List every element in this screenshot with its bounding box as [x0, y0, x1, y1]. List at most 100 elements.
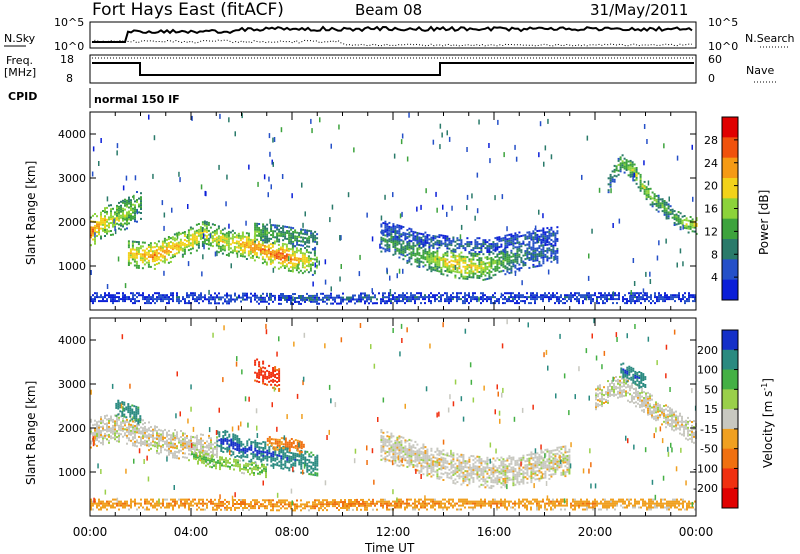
- power-cell-1726: [502, 251, 505, 254]
- power-scatter-114: [230, 263, 232, 269]
- power-cell-2799: [204, 298, 206, 301]
- power-cell-3408: [574, 298, 576, 301]
- power-cell-1634: [480, 263, 483, 266]
- power-cell-2147: [468, 243, 471, 246]
- power-cell-1351: [416, 257, 419, 260]
- power-cell-2916: [280, 294, 282, 297]
- velocity-cell-761: [254, 443, 257, 446]
- power-cell-2229: [506, 246, 509, 249]
- velocity-cell-539: [212, 449, 214, 452]
- power-scatter-195: [392, 192, 394, 198]
- power-cell-1802: [520, 251, 523, 254]
- power-scatter-62: [534, 225, 537, 231]
- velocity-cell-145: [122, 429, 124, 432]
- power-cell-1970: [392, 231, 395, 233]
- power-cell-2880: [258, 302, 260, 305]
- power-cell-2305: [538, 229, 541, 232]
- power-cell-864: [279, 252, 282, 255]
- power-cell-3317: [518, 296, 520, 299]
- power-cell-1125: [290, 242, 293, 245]
- power-cell-3384: [558, 298, 560, 301]
- power-cell-807: [265, 253, 268, 256]
- power-cell-971: [305, 268, 308, 271]
- power-scatter-208: [389, 275, 391, 281]
- velocity-cell-728: [244, 449, 247, 452]
- power-cell-1282: [398, 250, 401, 253]
- power-cell-3585: [674, 294, 676, 297]
- power-cell-1476: [444, 262, 447, 264]
- power-cell-1249: [390, 239, 393, 242]
- power-cell-1765: [512, 265, 515, 268]
- power-cell-2266: [518, 231, 521, 234]
- power-cell-1858: [536, 265, 539, 268]
- power-cell-3593: [680, 298, 682, 301]
- power-cell-2120: [454, 250, 457, 253]
- power-cell-1816: [524, 244, 527, 247]
- power-cell-1319: [408, 258, 411, 261]
- power-cell-2261: [516, 235, 519, 238]
- power-cell-1031: [260, 239, 263, 241]
- power-cell-1967: [390, 230, 393, 233]
- power-cell-2934: [290, 297, 292, 299]
- power-cell-1745: [506, 254, 509, 257]
- velocity-cell-695: [236, 449, 239, 451]
- power-cell-1624: [478, 261, 481, 264]
- power-cell-656: [227, 232, 230, 235]
- velocity-cell-497: [202, 447, 204, 450]
- power-cell-2849: [234, 292, 236, 295]
- power-scatter-22: [148, 114, 150, 120]
- power-cell-1862: [536, 253, 539, 256]
- velocity-cell-733: [246, 450, 249, 453]
- power-cell-2417: [629, 163, 632, 166]
- power-cell-3538: [646, 298, 648, 301]
- power-cell-2973: [314, 298, 316, 301]
- velocity-cell-117: [116, 436, 118, 439]
- power-cell-3270: [490, 298, 492, 301]
- power-cell-2867: [248, 296, 250, 299]
- power-cell-1878: [540, 252, 543, 255]
- velocity-cell-95: [110, 417, 112, 420]
- power-scatter-57: [587, 275, 590, 281]
- velocity-cell-506: [204, 450, 206, 453]
- power-cell-2625: [102, 300, 104, 303]
- power-cell-1611: [476, 270, 479, 273]
- velocity-cell-118: [116, 432, 118, 435]
- velocity-cell-311: [160, 449, 162, 452]
- power-scatter-116: [446, 130, 448, 136]
- velocity-cell-829: [274, 459, 277, 462]
- power-cell-3105: [392, 296, 394, 299]
- velocity-cell-194: [134, 442, 136, 445]
- velocity-cell-940: [304, 452, 307, 455]
- power-cell-247: [129, 254, 132, 257]
- power-cell-232: [140, 196, 142, 199]
- power-cell-1370: [420, 260, 423, 263]
- velocity-cell-67: [104, 423, 106, 425]
- power-cell-3533: [642, 294, 644, 297]
- power-cell-1876: [540, 256, 543, 259]
- velocity-cell-113: [114, 422, 116, 425]
- velocity-cell-365: [172, 442, 174, 445]
- power-cell-1435: [434, 261, 437, 264]
- velocity-cell-968: [312, 454, 315, 456]
- velocity-cell-735: [246, 444, 249, 447]
- velocity-cell-876: [286, 458, 289, 461]
- power-swatch-0: [722, 117, 738, 138]
- power-cell-941: [297, 271, 300, 274]
- power-cell-2367: [613, 180, 616, 183]
- power-cell-3131: [406, 300, 408, 303]
- power-cell-127: [118, 213, 120, 216]
- velocity-cell-413: [184, 456, 186, 459]
- power-cell-1236: [386, 239, 389, 242]
- power-cell-1243: [388, 244, 391, 247]
- power-cell-1321: [408, 252, 411, 255]
- power-cell-3130: [404, 294, 406, 297]
- power-cell-2895: [266, 294, 268, 297]
- power-scatter-56: [436, 207, 438, 213]
- power-cell-752: [251, 247, 254, 250]
- velocity-cell-202: [134, 425, 136, 427]
- power-cell-795: [261, 240, 264, 243]
- power-cell-1959: [386, 227, 389, 230]
- power-cell-2789: [198, 302, 200, 305]
- power-cell-798: [263, 258, 266, 261]
- power-cell-3326: [524, 302, 526, 305]
